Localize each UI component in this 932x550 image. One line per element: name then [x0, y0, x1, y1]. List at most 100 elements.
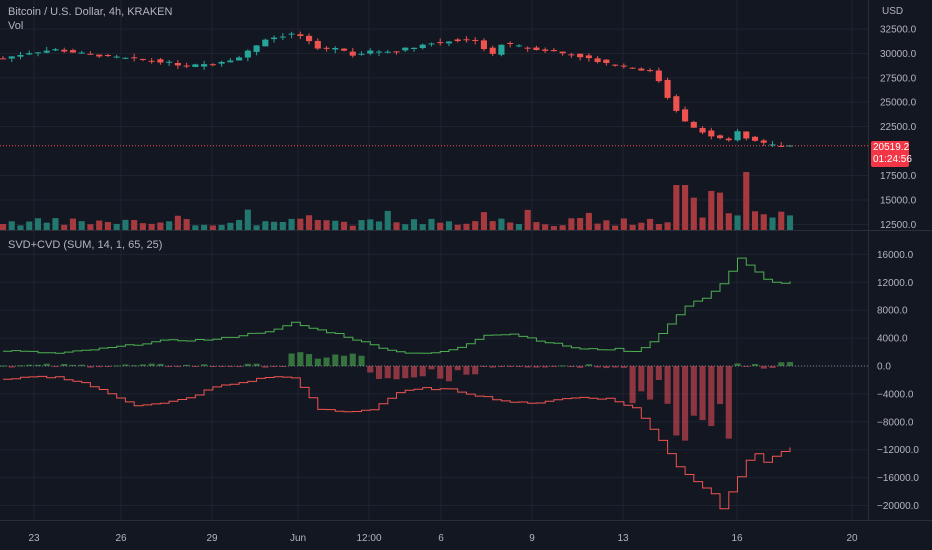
time-tick-label[interactable]: 29 — [206, 533, 218, 544]
candle-body — [297, 34, 304, 36]
svd-histogram-bar — [69, 364, 77, 366]
candle-body — [87, 53, 94, 55]
volume-bar — [43, 222, 50, 230]
svd-histogram-bar — [585, 364, 592, 366]
volume-bar — [113, 223, 120, 230]
time-tick-label[interactable]: 23 — [28, 533, 40, 544]
svd-histogram-bar — [542, 366, 549, 368]
volume-bar — [533, 222, 540, 230]
time-tick-label[interactable]: Jun — [290, 533, 306, 544]
time-tick-label[interactable]: 20 — [846, 533, 858, 544]
volume-bar — [61, 224, 68, 230]
volume-bar — [480, 212, 488, 230]
svd-histogram-bar — [480, 366, 488, 367]
svd-histogram-bar — [760, 366, 767, 369]
candle-body — [201, 64, 208, 67]
indicator-tick-label: −8000.0 — [877, 417, 914, 428]
time-tick-label[interactable]: 16 — [731, 533, 743, 544]
time-tick-label[interactable]: 13 — [617, 533, 629, 544]
svd-histogram-bar — [393, 366, 400, 380]
svd-histogram-bar — [454, 366, 461, 371]
candle-body — [340, 48, 348, 51]
volume-bar — [174, 215, 181, 230]
svd-histogram-bar — [104, 366, 111, 367]
candle-body — [122, 57, 129, 59]
volume-bar — [218, 224, 225, 230]
volume-bar — [445, 221, 453, 230]
volume-bar — [428, 218, 435, 230]
volume-bar — [8, 221, 15, 230]
candle-body — [236, 57, 243, 61]
price-tick-label: 15000.0 — [880, 196, 917, 207]
svd-histogram-bar — [507, 366, 514, 367]
volume-bar — [603, 220, 610, 230]
time-tick-label[interactable]: 9 — [529, 533, 535, 544]
volume-bar — [620, 218, 627, 230]
candle-body — [26, 53, 33, 55]
volume-bar — [209, 225, 216, 230]
candle-body — [52, 49, 59, 51]
indicator-tick-label: 0.0 — [877, 362, 891, 373]
svd-histogram-bar — [743, 366, 750, 367]
svd-histogram-bar — [629, 366, 636, 404]
time-tick-label[interactable]: 6 — [438, 533, 444, 544]
indicator-tick-label: 16000.0 — [877, 250, 914, 261]
candle-body — [524, 47, 531, 49]
svd-histogram-bar — [384, 366, 391, 379]
svd-histogram-bar — [716, 366, 724, 405]
candle-body — [550, 50, 557, 52]
candle-body — [699, 127, 706, 133]
svd-histogram-bar — [620, 366, 627, 368]
svd-histogram-bar — [34, 364, 42, 366]
candle-body — [603, 59, 610, 64]
svd-histogram-bar — [183, 364, 190, 366]
candle-body — [647, 70, 654, 72]
candle-body — [769, 144, 776, 146]
candle-body — [61, 49, 68, 52]
candle-body — [673, 96, 680, 111]
candle-body — [419, 44, 426, 49]
candle-body — [664, 79, 671, 98]
svd-histogram-bar — [419, 366, 426, 377]
svd-histogram-bar — [375, 366, 383, 379]
svd-histogram-bar — [638, 366, 645, 392]
volume-bar — [288, 218, 295, 230]
volume-bar — [515, 224, 522, 230]
volume-bar — [498, 218, 505, 230]
candle-body — [183, 65, 190, 67]
svd-histogram-bar — [26, 364, 33, 366]
volume-bar — [410, 219, 418, 230]
volume-bar — [638, 222, 645, 230]
candle-body — [716, 135, 724, 139]
symbol-legend[interactable]: Bitcoin / U.S. Dollar, 4h, KRAKEN — [8, 6, 173, 18]
candle-body — [454, 39, 461, 42]
candle-body — [498, 44, 505, 55]
time-tick-label[interactable]: 26 — [115, 533, 127, 544]
volume-bar — [472, 221, 479, 230]
cvd-down-line — [3, 375, 791, 510]
volume-bar — [227, 222, 234, 230]
volume-bar — [279, 222, 286, 230]
currency-label: USD — [882, 6, 904, 17]
volume-bar — [52, 218, 59, 230]
volume-bar — [690, 197, 697, 230]
indicator-legend[interactable]: SVD+CVD (SUM, 14, 1, 65, 25) — [8, 239, 163, 251]
svd-histogram-bar — [708, 366, 715, 427]
candle-body — [113, 56, 120, 58]
candle-body — [410, 47, 418, 49]
last-price-tag: 20519.2 01:24:56 — [871, 141, 912, 167]
price-tick-label: 12500.0 — [880, 220, 917, 231]
time-tick-label[interactable]: 12:00 — [356, 533, 381, 544]
candle-body — [463, 39, 470, 41]
candle-body — [349, 51, 356, 56]
volume-bar — [104, 222, 111, 230]
volume-legend[interactable]: Vol — [8, 20, 24, 32]
candle-body — [17, 54, 24, 57]
candle-body — [8, 56, 15, 59]
volume-bar — [778, 211, 785, 230]
svd-histogram-bar — [297, 352, 304, 366]
candle-body — [148, 60, 155, 62]
volume-bar — [454, 224, 461, 230]
volume-bar — [402, 224, 409, 230]
